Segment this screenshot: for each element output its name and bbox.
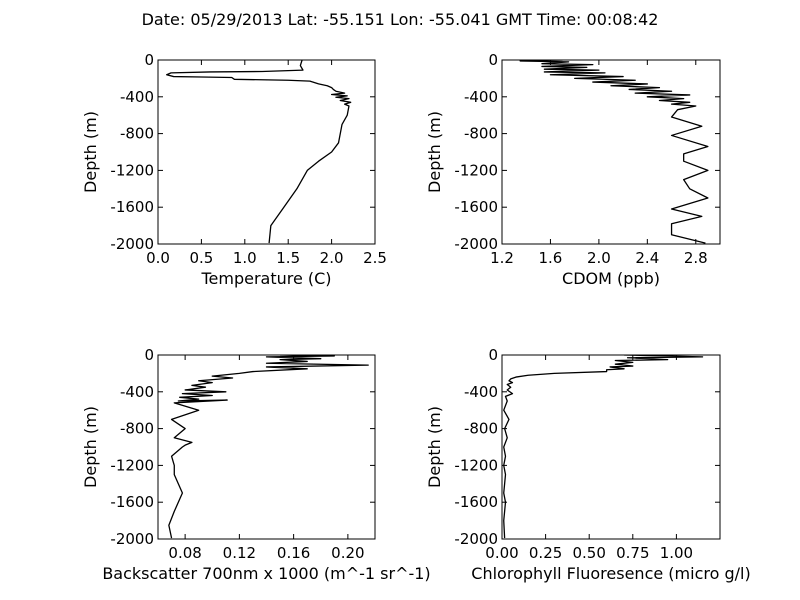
chlorophyll-x-tick-label: 0.00 — [485, 544, 518, 562]
panel-temperature: 0.0 0.5 1.0 1.5 2.0 2.5 0 -400 -800 -1200 -1600 -20… — [81, 51, 387, 288]
backscatter-x-tick-label: 0.20 — [331, 544, 364, 562]
chlorophyll-ticks: 0.00 0.25 0.50 0.75 1.00 0 -400 -800 -1200 -1600 -… — [454, 346, 720, 562]
temperature-x-tick-label: 2.5 — [363, 249, 387, 267]
backscatter-x-tick-label: 0.08 — [168, 544, 201, 562]
temperature-x-tick-label: 1.5 — [276, 249, 300, 267]
backscatter-y-label: Depth (m) — [81, 406, 100, 488]
chlorophyll-y-tick-label: -800 — [464, 420, 498, 438]
cdom-y-tick-label: -1200 — [454, 161, 498, 179]
backscatter-axes-frame — [157, 354, 376, 540]
backscatter-y-tick-label: -1600 — [110, 493, 154, 511]
temperature-x-tick-label: 0.0 — [146, 249, 170, 267]
temperature-y-tick-label: -2000 — [110, 235, 154, 253]
chlorophyll-y-tick-label: -1600 — [454, 493, 498, 511]
temperature-ticks: 0.0 0.5 1.0 1.5 2.0 2.5 0 -400 -800 -1200 -1600 -20… — [110, 51, 387, 267]
cdom-y-tick-label: -800 — [464, 125, 498, 143]
panel-chlorophyll: 0.00 0.25 0.50 0.75 1.00 0 -400 -800 -1200 -1600 -… — [425, 346, 751, 583]
cdom-line-group — [519, 60, 709, 244]
chlorophyll-y-tick-label: -1200 — [454, 456, 498, 474]
temperature-x-tick-label: 2.0 — [320, 249, 344, 267]
cdom-y-tick-label: -1600 — [454, 198, 498, 216]
cdom-x-tick-label: 2.8 — [684, 249, 708, 267]
backscatter-line-group — [168, 355, 369, 539]
chlorophyll-x-tick-label: 1.00 — [660, 544, 693, 562]
chlorophyll-y-tick-label: -2000 — [454, 530, 498, 548]
temperature-series-line-0 — [166, 60, 352, 244]
temperature-y-tick-label: -400 — [120, 88, 154, 106]
chlorophyll-y-tick-label: -400 — [464, 383, 498, 401]
temperature-y-tick-label: 0 — [144, 51, 154, 69]
cdom-series-line-0 — [519, 60, 709, 244]
cdom-ticks: 1.2 1.6 2.0 2.4 2.8 0 -400 -800 -1200 -1600 -2000 — [454, 51, 720, 267]
chlorophyll-x-tick-label: 0.50 — [572, 544, 605, 562]
temperature-y-tick-label: -1200 — [110, 161, 154, 179]
chlorophyll-series-line-0 — [503, 355, 704, 539]
backscatter-x-tick-label: 0.12 — [223, 544, 256, 562]
cdom-x-tick-label: 1.2 — [490, 249, 514, 267]
cdom-y-tick-label: -400 — [464, 88, 498, 106]
backscatter-y-tick-label: -800 — [120, 420, 154, 438]
chlorophyll-axes-frame — [501, 354, 721, 540]
backscatter-y-tick-label: 0 — [144, 346, 154, 364]
temperature-y-tick-label: -1600 — [110, 198, 154, 216]
chlorophyll-y-label: Depth (m) — [425, 406, 444, 488]
chlorophyll-y-tick-label: 0 — [488, 346, 498, 364]
cdom-axes-frame — [501, 59, 721, 245]
cdom-x-tick-label: 2.4 — [635, 249, 659, 267]
cdom-x-tick-label: 2.0 — [587, 249, 611, 267]
cdom-y-tick-label: 0 — [488, 51, 498, 69]
backscatter-ticks: 0.08 0.12 0.16 0.20 0 -400 -800 -1200 -1600 -2000 — [110, 346, 375, 562]
chlorophyll-x-tick-label: 0.25 — [529, 544, 562, 562]
temperature-y-tick-label: -800 — [120, 125, 154, 143]
figure-title: Date: 05/29/2013 Lat: -55.151 Lon: -55.0… — [142, 10, 659, 29]
temperature-line-group — [166, 60, 352, 244]
backscatter-x-tick-label: 0.16 — [277, 544, 310, 562]
backscatter-y-tick-label: -1200 — [110, 456, 154, 474]
cdom-x-tick-label: 1.6 — [539, 249, 563, 267]
temperature-y-label: Depth (m) — [81, 111, 100, 193]
backscatter-x-label: Backscatter 700nm x 1000 (m^-1 sr^-1) — [102, 564, 430, 583]
cdom-y-tick-label: -2000 — [454, 235, 498, 253]
temperature-x-label: Temperature (C) — [200, 269, 331, 288]
backscatter-y-tick-label: -400 — [120, 383, 154, 401]
panel-cdom: 1.2 1.6 2.0 2.4 2.80-400-800-1200-1600-2000 … — [425, 51, 721, 288]
backscatter-y-tick-label: -2000 — [110, 530, 154, 548]
panel-backscatter: 0.08 0.12 0.16 0.20 0 -400 -800 -1200 -1600 -2000… — [81, 346, 431, 583]
temperature-x-tick-label: 1.0 — [233, 249, 257, 267]
chlorophyll-x-tick-label: 0.75 — [616, 544, 649, 562]
cdom-y-label: Depth (m) — [425, 111, 444, 193]
temperature-x-tick-label: 0.5 — [189, 249, 213, 267]
chlorophyll-line-group — [503, 355, 704, 539]
chlorophyll-x-label: Chlorophyll Fluoresence (micro g/l) — [471, 564, 750, 583]
temperature-axes-frame — [157, 59, 376, 245]
cdom-x-label: CDOM (ppb) — [562, 269, 660, 288]
backscatter-series-line-0 — [168, 355, 369, 539]
